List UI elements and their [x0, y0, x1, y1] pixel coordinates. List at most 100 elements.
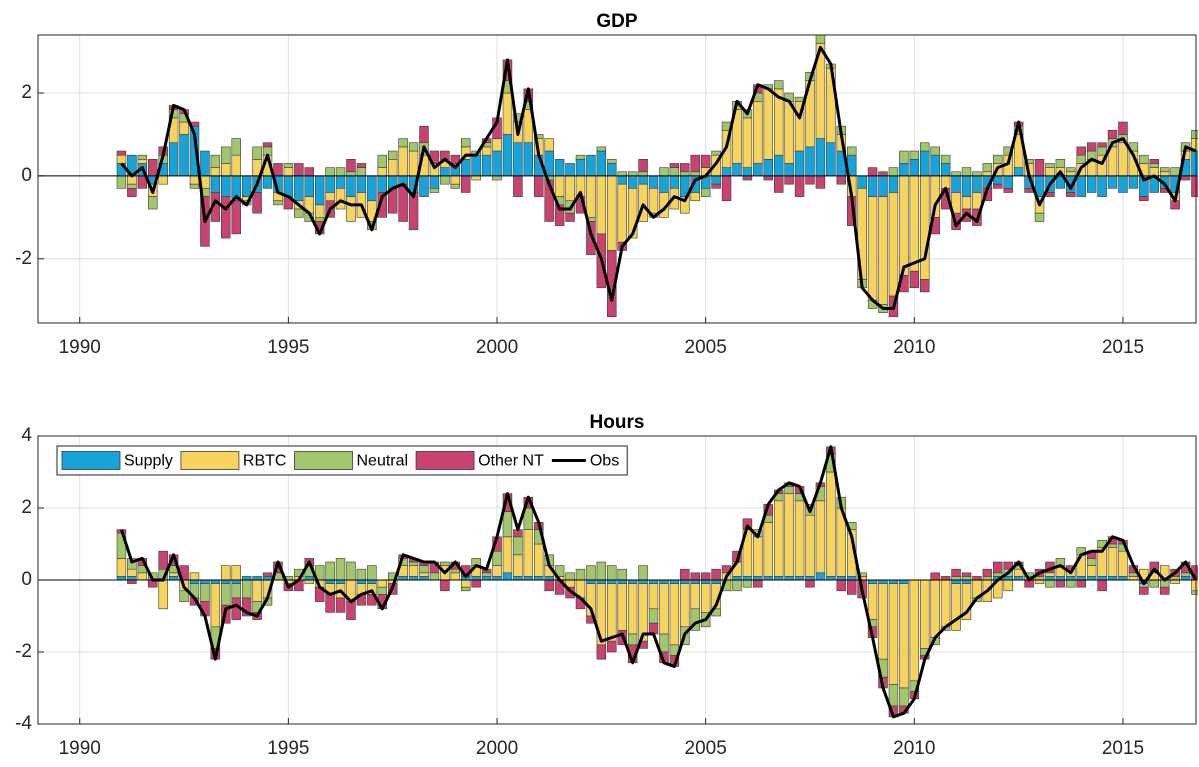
bar-segment: [356, 167, 367, 177]
bar-segment: [1118, 576, 1128, 581]
bar-segment: [158, 550, 168, 570]
bar-segment: [940, 154, 951, 164]
y-tick-label: -4: [15, 713, 32, 734]
bar-segment: [377, 175, 388, 193]
bar-segment: [294, 163, 304, 177]
bar-segment: [1066, 167, 1076, 173]
bar-segment: [137, 159, 148, 164]
bar-segment: [930, 572, 940, 581]
bar-segment: [221, 146, 231, 164]
bar-segment: [596, 175, 607, 235]
bar-segment: [210, 579, 221, 584]
bar-segment: [961, 175, 972, 197]
bar-segment: [1118, 142, 1128, 177]
bar-segment: [899, 175, 909, 276]
bar-segment: [554, 204, 565, 226]
bar-segment: [262, 142, 273, 148]
bar-segment: [440, 175, 450, 185]
bar-segment: [221, 163, 231, 177]
bar-segment: [481, 572, 492, 577]
bar-segment: [1024, 159, 1034, 164]
bar-segment: [1191, 150, 1198, 177]
bar-segment: [596, 644, 607, 660]
bar-segment: [617, 175, 627, 185]
bar-segment: [784, 486, 794, 494]
bar-segment: [116, 576, 127, 581]
bar-segment: [909, 175, 920, 272]
bar-segment: [993, 175, 1003, 185]
bar-segment: [586, 175, 596, 218]
bar-segment: [669, 583, 680, 646]
bar-segment: [1076, 146, 1086, 156]
bar-segment: [627, 175, 638, 189]
bar-segment: [815, 500, 826, 574]
bar-segment: [784, 576, 794, 581]
bar-segment: [231, 154, 241, 177]
bar-segment: [492, 150, 502, 177]
bar-segment: [961, 167, 972, 177]
bar-segment: [262, 576, 273, 581]
bar-segment: [1107, 175, 1118, 189]
bar-segment: [1045, 163, 1055, 168]
bar-segment: [127, 579, 137, 584]
bar-segment: [659, 579, 669, 584]
bar-segment: [210, 175, 221, 193]
bar-segment: [961, 572, 972, 577]
x-tick-label: 2005: [685, 337, 727, 358]
bar-segment: [690, 583, 700, 610]
bar-segment: [168, 142, 179, 177]
bar-segment: [1066, 192, 1076, 197]
bar-segment: [1066, 576, 1076, 581]
bar-segment: [252, 146, 262, 160]
bar-segment: [899, 579, 909, 584]
bar-segment: [784, 175, 794, 185]
bar-segment: [1076, 579, 1086, 588]
bar-segment: [940, 163, 951, 177]
bar-segment: [972, 576, 982, 581]
bar-segment: [1139, 196, 1149, 202]
bar-segment: [586, 579, 596, 584]
bar-segment: [1128, 576, 1139, 581]
bar-segment: [815, 175, 826, 189]
bar-segment: [440, 579, 450, 592]
bar-segment: [1170, 576, 1180, 581]
bar-segment: [262, 175, 273, 189]
bar-segment: [867, 579, 878, 584]
bar-segment: [1170, 167, 1180, 177]
bar-segment: [1003, 579, 1013, 592]
bar-segment: [325, 579, 335, 584]
bar-segment: [627, 188, 638, 239]
bar-segment: [148, 196, 158, 210]
bar-segment: [1118, 121, 1128, 135]
bar-segment: [1045, 167, 1055, 177]
bar-segment: [920, 142, 930, 152]
bar-segment: [513, 175, 523, 197]
axes-frame: [37, 34, 1197, 324]
bar-segment: [534, 576, 544, 581]
bar-segment: [690, 572, 700, 581]
bar-segment: [481, 576, 492, 581]
bar-segment: [179, 121, 189, 135]
bar-segment: [1149, 561, 1160, 574]
bar-segment: [523, 529, 534, 577]
bar-segment: [888, 684, 899, 707]
bar-segment: [502, 134, 513, 177]
x-tick-label: 2000: [476, 337, 518, 358]
bar-segment: [158, 579, 168, 610]
bar-segment: [680, 568, 690, 581]
bar-segment: [930, 146, 940, 156]
bar-segment: [763, 175, 774, 181]
bar-segment: [607, 163, 617, 177]
bar-segment: [116, 175, 127, 189]
bar-segment: [1118, 550, 1128, 577]
bar-segment: [367, 565, 377, 581]
obs-line: [120, 45, 1197, 310]
bar-segment: [961, 583, 972, 620]
bar-segment: [513, 142, 523, 177]
bar-segment: [565, 572, 575, 581]
bar-segment: [1097, 142, 1107, 148]
axes-frame: [37, 435, 1197, 725]
bar-segment: [721, 175, 732, 202]
obs-line: [120, 445, 1198, 719]
